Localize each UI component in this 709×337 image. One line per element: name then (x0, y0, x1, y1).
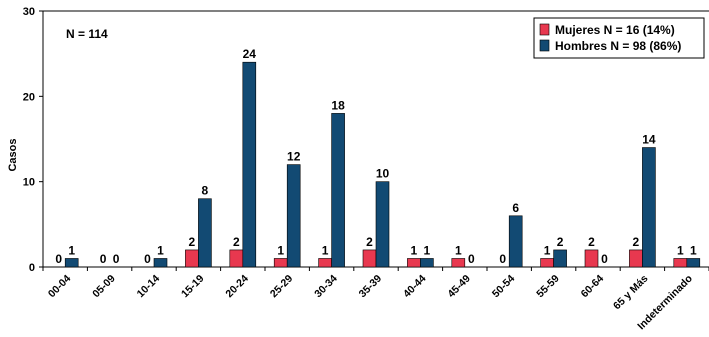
x-tick-label: 10-14 (135, 273, 163, 301)
data-label: 1 (322, 243, 329, 257)
data-label: 1 (411, 243, 418, 257)
legend-swatch (539, 23, 550, 36)
data-label: 0 (144, 252, 151, 266)
bar-mujeres (318, 258, 332, 268)
x-tick-label: 05-09 (90, 273, 118, 301)
data-label: 1 (677, 243, 684, 257)
data-label: 0 (55, 252, 62, 266)
data-label: 1 (157, 243, 164, 257)
data-label: 2 (366, 235, 373, 249)
bar-mujeres (673, 258, 688, 268)
legend-swatch (539, 39, 550, 52)
data-label: 0 (113, 252, 120, 266)
data-label: 2 (633, 235, 640, 249)
x-tick-label: 25-29 (268, 273, 296, 301)
data-label: 6 (512, 201, 519, 215)
legend-label: Mujeres N = 16 (14%) (555, 23, 675, 37)
bar-hombres (375, 181, 390, 268)
bar-hombres (198, 198, 212, 268)
bar-mujeres (229, 249, 244, 268)
bar-hombres (286, 164, 301, 268)
data-label: 18 (331, 98, 345, 112)
bar-mujeres (629, 249, 643, 268)
bar-hombres (553, 249, 567, 268)
x-tick-label: 15-19 (179, 273, 207, 301)
y-tick-label: 20 (23, 91, 35, 103)
data-label: 14 (642, 133, 656, 147)
bar-hombres (242, 61, 257, 268)
bars (64, 61, 701, 268)
legend-box (533, 17, 705, 59)
legend: Mujeres N = 16 (14%) Hombres N = 98 (86%) (533, 17, 705, 59)
data-label: 2 (189, 235, 196, 249)
data-label: 1 (544, 243, 551, 257)
bar-mujeres (185, 249, 199, 268)
y-tick-label: 10 (23, 177, 35, 189)
bar-hombres (153, 258, 168, 268)
data-label: 12 (287, 150, 301, 164)
data-label: 1 (424, 243, 431, 257)
x-tick-label: 20-24 (223, 273, 251, 301)
data-label: 1 (455, 243, 462, 257)
bar-hombres (331, 113, 345, 268)
y-axis-label: Casos (7, 138, 19, 171)
data-label: 1 (68, 243, 75, 257)
x-tick-label: 55-59 (534, 273, 562, 301)
data-label: 0 (100, 252, 107, 266)
data-label: 1 (690, 243, 697, 257)
sample-size-annotation: N = 114 (66, 27, 108, 41)
data-label: 24 (243, 47, 257, 61)
bar-hombres (508, 215, 523, 268)
data-label: 0 (468, 252, 475, 266)
data-label: 10 (376, 167, 390, 181)
bar-mujeres (362, 249, 377, 268)
data-label: 0 (499, 252, 506, 266)
data-label: 8 (202, 184, 209, 198)
y-tick-label: 30 (23, 6, 35, 18)
bar-hombres (420, 258, 434, 268)
bar-mujeres (584, 249, 599, 268)
bar-hombres (686, 258, 701, 268)
x-tick-label: 65 y Más (611, 273, 651, 313)
x-tick-label: 35-39 (357, 273, 385, 301)
bar-hombres (64, 258, 79, 268)
x-tick-label: 45-49 (445, 273, 473, 301)
data-label: 0 (601, 252, 608, 266)
data-label: 1 (277, 243, 284, 257)
x-tick-label: 00-04 (46, 273, 74, 301)
data-label: 2 (588, 235, 595, 249)
y-tick-label: 0 (29, 262, 35, 274)
bar-mujeres (451, 258, 466, 268)
data-label: 2 (233, 235, 240, 249)
bar-mujeres (273, 258, 288, 268)
bar-mujeres (407, 258, 421, 268)
x-tick-label: 30-34 (312, 273, 340, 301)
legend-label: Hombres N = 98 (86%) (555, 39, 681, 53)
x-tick-label: 60-64 (579, 273, 607, 301)
data-label: 2 (557, 235, 564, 249)
x-tick-label: 50-54 (490, 273, 518, 301)
bar-hombres (642, 147, 656, 268)
x-tick-label: 40-44 (401, 273, 429, 301)
bar-mujeres (540, 258, 554, 268)
